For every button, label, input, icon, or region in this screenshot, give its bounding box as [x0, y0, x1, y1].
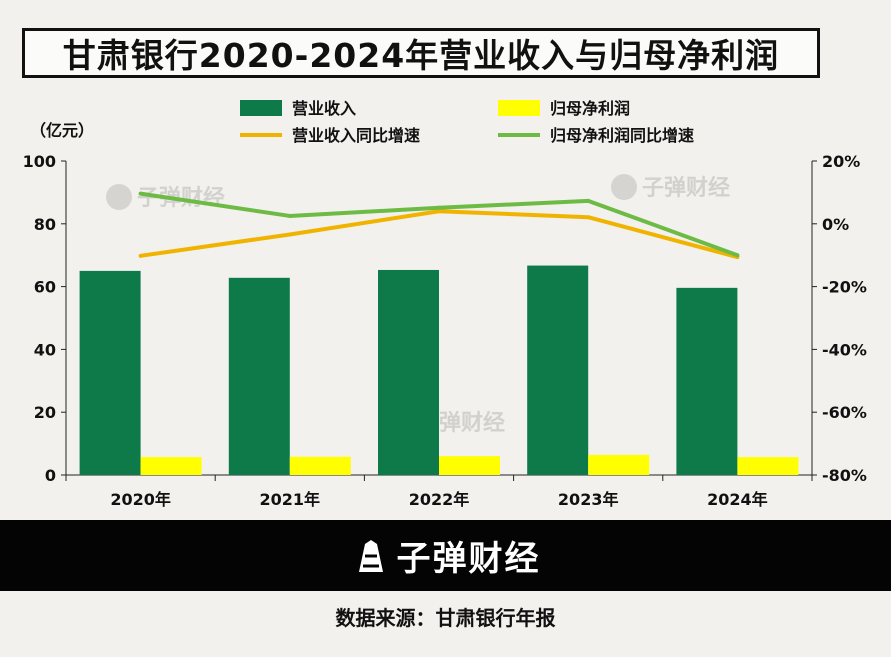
legend-label: 营业收入 [292, 99, 356, 118]
line-profit-growth [140, 191, 739, 258]
bar-revenue [676, 287, 738, 475]
bar-net-profit [140, 457, 202, 475]
line-profit-growth-point [735, 253, 740, 258]
footer-logo: 子弹财经 [351, 531, 541, 580]
bar-net-profit [588, 454, 650, 475]
y2-tick-label: 0% [822, 215, 849, 234]
y2-tick-label: -80% [822, 466, 867, 485]
source-label: 数据来源：甘肃银行年报 [335, 606, 556, 630]
axes: 0 20 40 60 80 100 （亿元） -80% -60% -40% -20% 0% 20% 202… [23, 121, 867, 509]
bullet-logo-icon [358, 539, 383, 572]
lines [138, 191, 740, 260]
legend-label: 营业收入同比增速 [292, 126, 420, 145]
y-tick-label: 40 [34, 340, 56, 359]
bar-net-profit [289, 456, 351, 475]
bar-revenue [228, 277, 290, 475]
chart-title: 甘肃银行2020-2024年营业收入与归母净利润 [62, 36, 780, 75]
line-profit-growth-point [586, 198, 591, 203]
watermark-logo-icon [611, 174, 637, 200]
bar-revenue [79, 270, 141, 475]
y-tick-label: 0 [45, 466, 56, 485]
watermark-text: 子弹财经 [642, 175, 730, 201]
y2-tick-label: -20% [822, 278, 867, 297]
x-tick-label: 2020年 [110, 490, 171, 509]
y-tick-label: 20 [34, 403, 56, 422]
line-revenue-growth-point [138, 253, 143, 258]
y2-tick-label: -40% [822, 340, 867, 359]
legend-swatch [240, 100, 282, 116]
bar-revenue [527, 265, 589, 475]
line-profit-growth-point [287, 213, 292, 218]
footer-brand: 子弹财经 [396, 539, 541, 579]
legend-label: 归母净利润 [550, 99, 630, 118]
y-unit-label: （亿元） [30, 121, 94, 140]
y2-tick-label: -60% [822, 403, 867, 422]
line-revenue-growth-point [437, 209, 441, 214]
bars [79, 265, 799, 475]
x-tick-label: 2023年 [558, 490, 619, 509]
y-tick-label: 60 [34, 278, 56, 297]
watermark: 子弹财经 [106, 184, 225, 211]
footer-band: 子弹财经 [0, 520, 891, 591]
line-profit-growth-point [437, 205, 441, 210]
x-tick-label: 2022年 [409, 490, 470, 509]
bar-revenue [378, 269, 439, 475]
y2-tick-label: 20% [822, 152, 860, 171]
line-revenue-growth-point [287, 232, 292, 237]
bar-net-profit [737, 457, 799, 475]
y-tick-label: 80 [34, 215, 56, 234]
title-box: 甘肃银行2020-2024年营业收入与归母净利润 [22, 28, 820, 78]
legend-swatch [498, 100, 540, 116]
line-revenue-growth-point [586, 215, 591, 220]
line-revenue-growth [140, 209, 738, 260]
x-tick-label: 2021年 [260, 490, 321, 509]
y-tick-label: 100 [23, 152, 56, 171]
watermark: 子弹财经 [611, 174, 730, 201]
watermark-logo-icon [106, 184, 132, 210]
line-profit-growth-point [138, 191, 143, 196]
legend-label: 归母净利润同比增速 [550, 126, 694, 145]
bar-net-profit [439, 456, 500, 475]
x-tick-label: 2024年 [707, 490, 768, 509]
